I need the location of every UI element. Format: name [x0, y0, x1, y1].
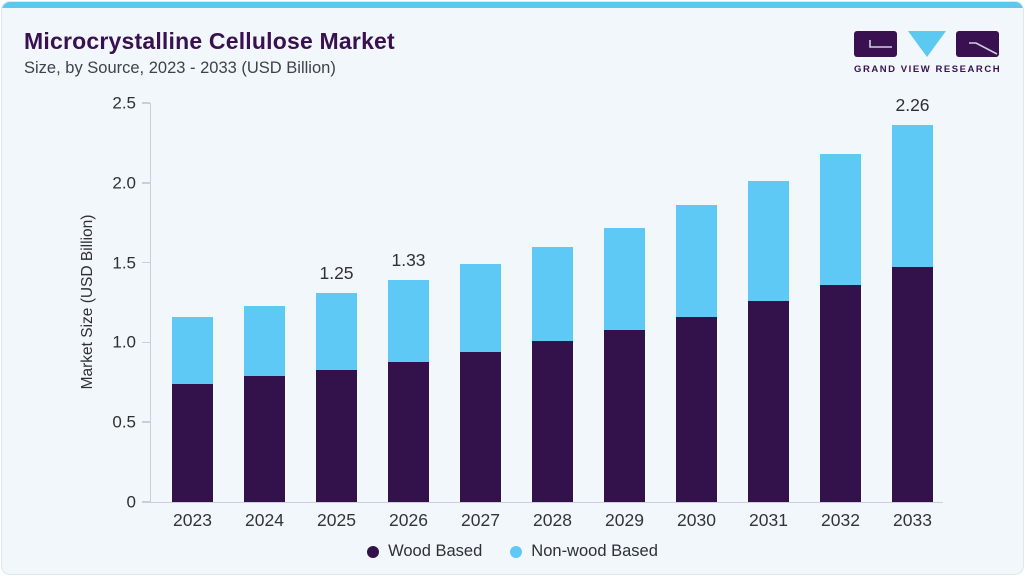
x-tick-label-2031: 2031 [749, 510, 788, 530]
bar-segment-wood-2027 [460, 351, 501, 502]
bar-2024 [244, 305, 285, 502]
bar-segment-nonwood-2029 [604, 227, 645, 330]
bar-2030 [676, 205, 717, 502]
data-label-2033: 2.26 [895, 95, 930, 116]
grand-view-research-logo: GRAND VIEW RESEARCH [854, 31, 1002, 75]
y-tick-mark-2.5 [142, 102, 150, 104]
bar-segment-wood-2026 [388, 361, 429, 502]
bar-segment-wood-2023 [172, 383, 213, 502]
y-tick-mark-1.0 [142, 341, 150, 344]
page-title: Microcrystalline Cellulose Market [24, 28, 395, 54]
legend: Wood Based Non-wood Based [2, 542, 1023, 561]
x-tick-label-2026: 2026 [389, 510, 428, 530]
bar-segment-nonwood-2031 [748, 181, 789, 301]
y-tick-label-1.5: 1.5 [112, 253, 136, 273]
logo-brand-text: GRAND VIEW RESEARCH [854, 64, 1002, 75]
y-tick-label-2.0: 2.0 [112, 173, 136, 193]
data-label-2025: 1.25 [319, 262, 354, 283]
y-tick-mark-2.0 [142, 182, 150, 184]
bar-segment-nonwood-2033 [892, 125, 933, 268]
bar-segment-nonwood-2026 [388, 280, 429, 362]
bar-segment-nonwood-2032 [820, 154, 861, 285]
bar-segment-wood-2030 [676, 316, 717, 502]
logo-g-block-icon [854, 31, 897, 57]
bar-segment-wood-2025 [316, 369, 357, 502]
x-tick-label-2025: 2025 [317, 510, 356, 530]
bar-2027 [460, 264, 501, 502]
logo-r-glyph [969, 42, 998, 55]
legend-label: Non-wood Based [531, 542, 658, 560]
logo-g-glyph [869, 40, 892, 48]
bar-2033 [892, 125, 933, 502]
y-tick-mark-1.5 [142, 261, 150, 264]
bar-segment-nonwood-2024 [244, 305, 285, 376]
legend-item-wood-based: Wood Based [367, 542, 482, 561]
y-tick-label-1.0: 1.0 [112, 332, 136, 352]
bar-segment-nonwood-2027 [460, 264, 501, 352]
y-axis-title: Market Size (USD Billion) [79, 214, 96, 390]
x-tick-label-2029: 2029 [605, 510, 644, 530]
x-tick-label-2032: 2032 [821, 510, 860, 530]
logo-r-block-icon [956, 31, 999, 57]
plot-area: 0 0.5 1.0 1.5 2.0 2.5 2023 2024 1.25 2025 1.33 2026… [112, 95, 943, 530]
legend-dot-icon [367, 545, 380, 558]
bar-segment-nonwood-2025 [316, 292, 357, 370]
page-subtitle: Size, by Source, 2023 - 2033 (USD Billio… [24, 59, 336, 77]
logo-blocks [854, 31, 999, 57]
data-label-2026: 1.33 [391, 250, 426, 271]
legend-item-non-wood-based: Non-wood Based [510, 542, 658, 561]
bar-2026 [388, 280, 429, 502]
bar-segment-nonwood-2028 [532, 246, 573, 341]
bar-segment-wood-2028 [532, 340, 573, 502]
x-tick-label-2033: 2033 [893, 510, 932, 530]
bar-2023 [172, 316, 213, 502]
bar-2025 [316, 292, 357, 502]
bar-2032 [820, 154, 861, 502]
bar-segment-wood-2031 [748, 300, 789, 502]
y-tick-mark-0.5 [142, 421, 150, 423]
top-accent-bar [2, 2, 1023, 8]
x-tick-label-2027: 2027 [461, 510, 500, 530]
bar-segment-wood-2032 [820, 284, 861, 502]
legend-label: Wood Based [388, 542, 483, 560]
y-tick-label-2.5: 2.5 [112, 93, 136, 113]
bar-segment-nonwood-2030 [676, 205, 717, 317]
y-tick-label-0: 0 [126, 492, 136, 512]
x-tick-label-2030: 2030 [677, 510, 716, 530]
bar-segment-nonwood-2023 [172, 316, 213, 384]
y-tick-mark-0 [142, 501, 150, 503]
bar-segment-wood-2033 [892, 267, 933, 502]
bar-segment-wood-2024 [244, 375, 285, 502]
y-tick-label-0.5: 0.5 [112, 412, 136, 432]
bar-2031 [748, 181, 789, 502]
logo-v-triangle-icon [907, 31, 946, 57]
bar-2029 [604, 227, 645, 502]
legend-dot-icon [510, 545, 523, 558]
bar-2028 [532, 246, 573, 502]
bar-segment-wood-2029 [604, 329, 645, 502]
x-tick-label-2024: 2024 [245, 510, 284, 530]
x-tick-label-2023: 2023 [173, 510, 212, 530]
x-tick-label-2028: 2028 [533, 510, 572, 530]
